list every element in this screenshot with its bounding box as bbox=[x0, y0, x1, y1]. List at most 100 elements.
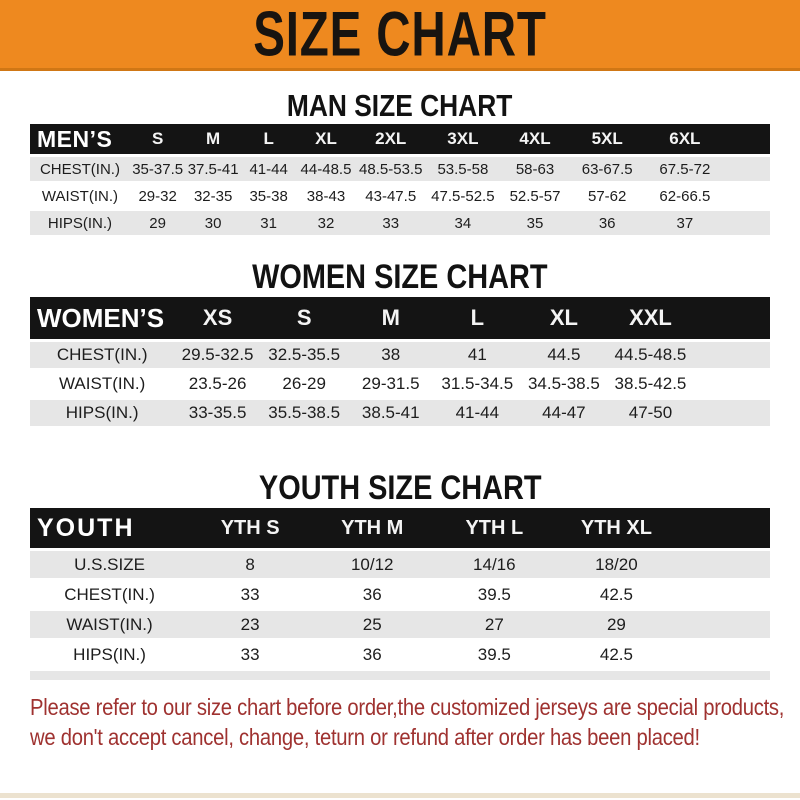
measurement-row: WAIST(IN.) 23.5-26 26-29 29-31.5 31.5-34.5 34… bbox=[30, 368, 770, 397]
disclaimer-line-1: Please refer to our size chart before or… bbox=[30, 692, 784, 722]
size-table-header-row: YOUTH YTH S YTH M YTH L YTH XL bbox=[30, 508, 770, 548]
bottom-divider-strip bbox=[0, 793, 800, 798]
measurement-value: 42.5 bbox=[555, 638, 678, 668]
measurement-value: 41-44 bbox=[434, 397, 521, 426]
measurement-value: 37 bbox=[644, 208, 726, 235]
filler-cell bbox=[726, 124, 770, 154]
measurement-value: 57-62 bbox=[570, 181, 645, 208]
measurement-value: 52.5-57 bbox=[499, 181, 571, 208]
row-label: CHEST(IN.) bbox=[30, 578, 190, 608]
measurement-value: 26-29 bbox=[260, 368, 348, 397]
size-column-header: XXL bbox=[629, 305, 672, 330]
measurement-value: 18/20 bbox=[555, 548, 678, 578]
filler-cell bbox=[677, 548, 770, 578]
measurement-value: 38.5-41 bbox=[347, 397, 435, 426]
section-heading-women: WOMEN SIZE CHART bbox=[0, 257, 800, 297]
measurement-row: CHEST(IN.) 35-37.5 37.5-41 41-44 44-48.5 48.5… bbox=[30, 154, 770, 181]
measurement-value: 31 bbox=[240, 208, 297, 235]
banner-title: SIZE CHART bbox=[253, 0, 547, 70]
measurement-row: WAIST(IN.) 29-32 32-35 35-38 38-43 43-47.5 47.… bbox=[30, 181, 770, 208]
measurement-value: 35-38 bbox=[240, 181, 297, 208]
section-heading-men: MAN SIZE CHART bbox=[0, 88, 800, 124]
measurement-value: 32-35 bbox=[185, 181, 241, 208]
filler-cell bbox=[677, 638, 770, 668]
measurement-value: 39.5 bbox=[433, 638, 556, 668]
measurement-value: 44-48.5 bbox=[296, 154, 356, 181]
measurement-value: 36 bbox=[311, 578, 434, 608]
measurement-value: 39.5 bbox=[433, 578, 556, 608]
size-column-header: YTH M bbox=[341, 516, 404, 539]
measurement-value: 38-43 bbox=[296, 181, 356, 208]
measurement-value: 41-44 bbox=[240, 154, 297, 181]
size-column-header: XL bbox=[549, 305, 578, 330]
measurement-value: 33 bbox=[189, 638, 312, 668]
row-label: WAIST(IN.) bbox=[30, 368, 175, 397]
size-column-header: 6XL bbox=[669, 129, 701, 148]
measurement-value: 32 bbox=[296, 208, 356, 235]
measurement-value: 23.5-26 bbox=[174, 368, 261, 397]
measurement-value: 47-50 bbox=[607, 397, 694, 426]
row-label: CHEST(IN.) bbox=[30, 154, 130, 181]
measurement-row: CHEST(IN.) 29.5-32.5 32.5-35.5 38 41 44.5 44.5… bbox=[30, 339, 770, 368]
filler-cell bbox=[693, 368, 770, 397]
measurement-value: 29-32 bbox=[129, 181, 186, 208]
measurement-value: 23 bbox=[189, 608, 312, 638]
section-heading-women-text: WOMEN SIZE CHART bbox=[252, 258, 548, 296]
measurement-value: 29 bbox=[129, 208, 186, 235]
measurement-value: 63-67.5 bbox=[570, 154, 645, 181]
measurement-value: 32.5-35.5 bbox=[260, 339, 348, 368]
measurement-value: 33 bbox=[189, 578, 312, 608]
filler-cell bbox=[694, 297, 770, 339]
size-column-header: 4XL bbox=[519, 129, 551, 148]
disclaimer-line-1-text: Please refer to our size chart before or… bbox=[30, 694, 785, 720]
filler-cell bbox=[693, 397, 770, 426]
measurement-value: 47.5-52.5 bbox=[425, 181, 500, 208]
measurement-value: 44.5 bbox=[520, 339, 608, 368]
measurement-value: 36 bbox=[570, 208, 645, 235]
measurement-value: 37.5-41 bbox=[185, 154, 241, 181]
measurement-value: 42.5 bbox=[555, 578, 678, 608]
measurement-value: 58-63 bbox=[499, 154, 571, 181]
measurement-row: CHEST(IN.) 33 36 39.5 42.5 bbox=[30, 578, 770, 608]
table-title-cell: MEN’S bbox=[37, 125, 113, 152]
filler-cell bbox=[725, 154, 770, 181]
filler-cell bbox=[677, 608, 770, 638]
measurement-value: 35.5-38.5 bbox=[260, 397, 348, 426]
size-chart-banner: SIZE CHART bbox=[0, 0, 800, 71]
measurement-row: U.S.SIZE 8 10/12 14/16 18/20 bbox=[30, 548, 770, 578]
measurement-row: HIPS(IN.) 33-35.5 35.5-38.5 38.5-41 41-44 44-… bbox=[30, 397, 770, 426]
measurement-value: 33-35.5 bbox=[174, 397, 261, 426]
measurement-value: 31.5-34.5 bbox=[434, 368, 521, 397]
measurement-value: 8 bbox=[189, 548, 312, 578]
measurement-value: 29-31.5 bbox=[347, 368, 435, 397]
measurement-value: 48.5-53.5 bbox=[355, 154, 426, 181]
measurement-value: 36 bbox=[311, 638, 434, 668]
size-column-header: 5XL bbox=[591, 129, 623, 148]
measurement-value: 30 bbox=[185, 208, 241, 235]
size-column-header: XL bbox=[315, 129, 337, 148]
size-column-header: M bbox=[381, 305, 400, 330]
measurement-value: 34.5-38.5 bbox=[520, 368, 608, 397]
size-column-header: 3XL bbox=[447, 129, 479, 148]
filler-cell bbox=[677, 508, 770, 548]
measurement-value: 44-47 bbox=[520, 397, 608, 426]
disclaimer-note: Please refer to our size chart before or… bbox=[30, 692, 784, 752]
filler-cell bbox=[677, 578, 770, 608]
measurement-value: 41 bbox=[434, 339, 521, 368]
size-column-header: L bbox=[470, 305, 485, 330]
disclaimer-line-2: we don't accept cancel, change, teturn o… bbox=[30, 722, 770, 752]
row-label: HIPS(IN.) bbox=[30, 638, 190, 668]
measurement-value: 53.5-58 bbox=[425, 154, 500, 181]
size-table-header-row: WOMEN’S XS S M L XL XXL bbox=[30, 297, 770, 339]
section-heading-youth: YOUTH SIZE CHART bbox=[0, 468, 800, 508]
measurement-row: HIPS(IN.) 29 30 31 32 33 34 35 36 37 bbox=[30, 208, 770, 235]
measurement-value: 44.5-48.5 bbox=[607, 339, 694, 368]
measurement-value: 33 bbox=[355, 208, 426, 235]
measurement-value: 35 bbox=[499, 208, 571, 235]
measurement-value: 14/16 bbox=[433, 548, 556, 578]
row-label: HIPS(IN.) bbox=[30, 397, 175, 426]
section-heading-youth-text: YOUTH SIZE CHART bbox=[258, 469, 542, 507]
measurement-value: 27 bbox=[433, 608, 556, 638]
measurement-value: 67.5-72 bbox=[644, 154, 726, 181]
size-column-header: YTH L bbox=[465, 516, 524, 539]
